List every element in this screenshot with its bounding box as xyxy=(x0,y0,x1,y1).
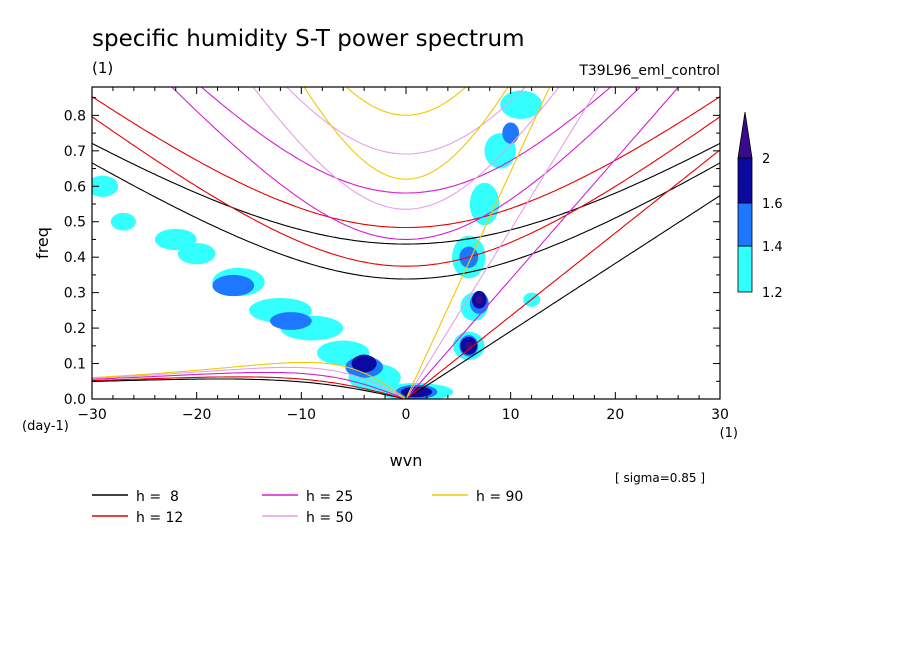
y-tick-label: 0.1 xyxy=(64,357,86,373)
contour-region-1 xyxy=(110,212,136,231)
colorbar: 1.2 1.4 1.6 2 xyxy=(737,111,783,301)
y-tick-label: 0.7 xyxy=(64,144,86,160)
y-tick-label: 0.0 xyxy=(64,392,86,408)
y-axis-label: freq xyxy=(33,227,52,259)
x-tick-label: −10 xyxy=(287,407,317,423)
curve-h90-ig1 xyxy=(303,87,509,180)
legend: h = 8 h = 12 h = 25 h = 50 h = 90 xyxy=(92,489,523,526)
curve-h25-rossby xyxy=(92,371,407,399)
curve-h8-kelvin xyxy=(405,195,720,399)
contour-region-24 xyxy=(502,122,520,144)
y-tick-label: 0.8 xyxy=(64,108,86,124)
legend-label: h = 25 xyxy=(306,489,353,505)
x-tick-label: 30 xyxy=(711,407,729,423)
y-tick-label: 0.3 xyxy=(64,286,86,302)
curve-h25-ig2 xyxy=(200,87,612,194)
curve-h25-kelvin xyxy=(405,87,680,399)
x-tick-label: −30 xyxy=(77,407,107,423)
chart-title: specific humidity S-T power spectrum xyxy=(92,26,524,52)
curve-h8-rossby xyxy=(92,378,407,399)
y-tick-label: 0.2 xyxy=(64,321,86,337)
colorbar-label: 1.4 xyxy=(762,240,783,255)
colorbar-arrow xyxy=(737,111,753,159)
y-tick-label: 0.6 xyxy=(64,179,86,195)
curve-h8-ig1 xyxy=(92,162,720,280)
legend-label: h = 8 xyxy=(136,489,179,505)
colorbar-label: 1.6 xyxy=(762,197,783,212)
y-tick-label: 0.4 xyxy=(64,250,86,266)
curve-h90-rossby xyxy=(92,361,407,399)
contour-region-29 xyxy=(475,295,483,304)
curve-h90-kelvin xyxy=(405,87,551,399)
experiment-label: T39L96_eml_control xyxy=(578,63,720,79)
curve-h50-ig2 xyxy=(285,87,527,155)
units-label: (1) xyxy=(92,59,113,77)
y-axis: 0.0 0.1 0.2 0.3 0.4 0.5 0.6 0.7 0.8 xyxy=(64,97,720,408)
colorbar-swatch-0 xyxy=(737,245,753,293)
colorbar-label: 1.2 xyxy=(762,286,783,301)
sigma-note: [ sigma=0.85 ] xyxy=(615,471,705,485)
colorbar-swatch-1 xyxy=(737,202,753,247)
curve-h12-ig2 xyxy=(92,96,720,229)
colorbar-swatch-2 xyxy=(737,157,753,204)
contour-region-3 xyxy=(177,243,216,265)
contour-region-15 xyxy=(500,90,543,119)
curve-h50-ig1 xyxy=(252,87,560,210)
x-axis-label: wvn xyxy=(390,451,423,470)
x-tick-label: 20 xyxy=(606,407,624,423)
curve-h90-ig2 xyxy=(345,87,467,116)
contour-regions xyxy=(92,90,543,399)
x-tick-label: −20 xyxy=(182,407,212,423)
colorbar-label: 2 xyxy=(762,152,770,167)
legend-label: h = 50 xyxy=(306,510,353,526)
curve-h8-ig2 xyxy=(92,142,720,245)
x-tick-label: 10 xyxy=(502,407,520,423)
contour-region-17 xyxy=(212,274,255,297)
contour-region-0 xyxy=(92,175,119,197)
curve-h12-ig1 xyxy=(92,116,720,267)
curve-h12-rossby xyxy=(92,376,407,399)
y-tick-label: 0.5 xyxy=(64,215,86,231)
x-axis: −30 −20 −10 0 10 20 30 xyxy=(77,87,729,423)
contour-region-18 xyxy=(269,312,312,330)
legend-label: h = 12 xyxy=(136,510,183,526)
curve-h50-kelvin xyxy=(405,87,600,399)
x-tick-label: 0 xyxy=(402,407,411,423)
legend-label: h = 90 xyxy=(476,489,523,505)
contour-region-2 xyxy=(154,228,197,251)
contour-region-25 xyxy=(351,354,377,373)
x-units-label: (1) xyxy=(720,426,738,441)
curve-h12-kelvin xyxy=(405,149,720,399)
curve-h25-ig1 xyxy=(171,87,641,240)
y-units-label: (day-1) xyxy=(22,419,69,434)
curve-h50-rossby xyxy=(92,366,407,399)
dispersion-curves xyxy=(92,87,720,399)
